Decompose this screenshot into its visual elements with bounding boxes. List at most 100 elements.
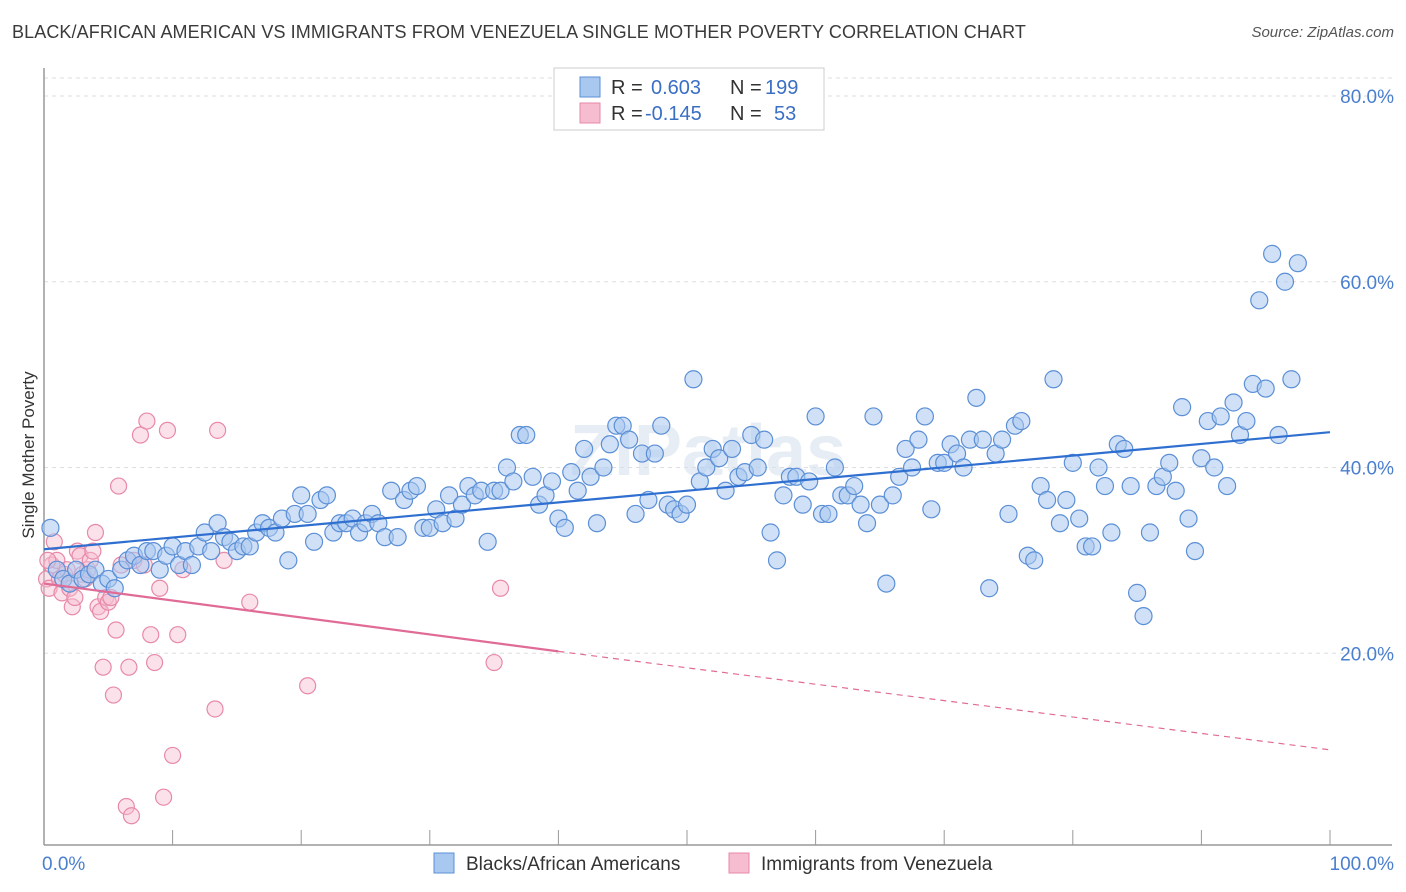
black-point: [748, 458, 767, 477]
venezuela-point: [131, 426, 150, 444]
black-point: [992, 430, 1012, 449]
black-point: [1173, 398, 1192, 417]
black-point: [195, 523, 214, 542]
black-point: [594, 458, 613, 477]
y-tick-label-40: 40.0%: [1340, 459, 1394, 480]
black-point: [304, 532, 324, 551]
black-point: [1057, 490, 1076, 510]
venezuela-point: [485, 653, 503, 672]
trend-lines: [43, 431, 1331, 751]
bottom-legend-swatch-pink: [728, 852, 750, 874]
black-point: [915, 407, 935, 426]
black-point: [1082, 537, 1102, 556]
black-point: [517, 425, 536, 445]
black-point: [41, 518, 60, 537]
black-point: [1275, 272, 1295, 291]
legend-swatch-blue: [579, 76, 601, 98]
black-point: [1095, 476, 1115, 496]
source-label: Source: ZipAtlas.com: [1251, 24, 1394, 41]
black-point: [645, 444, 664, 463]
black-point: [1050, 514, 1070, 533]
y-tick-label-80: 80.0%: [1340, 87, 1394, 108]
legend-n-label-2: N =: [730, 103, 762, 125]
black-point: [1218, 476, 1237, 496]
black-point: [710, 449, 729, 468]
black-point: [587, 514, 607, 533]
black-point: [896, 439, 915, 459]
black-point: [652, 416, 671, 435]
legend-n-value-1: 199: [765, 77, 798, 99]
venezuela-point: [206, 700, 224, 718]
venezuela-point: [138, 412, 156, 430]
black-point: [1025, 551, 1044, 570]
black-point: [620, 430, 639, 449]
venezuela-point: [84, 542, 102, 560]
black-point: [1115, 439, 1134, 459]
black-point: [542, 472, 562, 491]
black-point: [851, 495, 870, 514]
black-point: [973, 430, 992, 449]
black-point: [793, 495, 812, 514]
venezuela-point: [299, 677, 317, 695]
black-point: [407, 476, 427, 496]
black-point: [1012, 411, 1031, 431]
black-point: [1134, 606, 1153, 626]
black-point: [1256, 379, 1275, 398]
black-point: [774, 486, 793, 505]
x-tick-label-max: 100.0%: [1330, 854, 1395, 875]
x-tick-label-min: 0.0%: [42, 854, 85, 875]
black-point: [562, 463, 581, 482]
venezuela-point: [142, 626, 160, 644]
black-point: [825, 458, 844, 477]
black-point: [1185, 541, 1205, 561]
black-point: [1282, 370, 1301, 389]
black-point: [999, 504, 1018, 524]
venezuela-point: [154, 788, 173, 806]
y-tick-labels: 20.0% 40.0% 60.0% 80.0%: [1340, 87, 1394, 665]
black-point: [870, 495, 890, 514]
legend-r-label-2: R =: [611, 103, 643, 125]
stats-legend: R = 0.603 N = 199 R = -0.145 N = 53: [553, 67, 825, 131]
x-tick-marks: [172, 830, 1331, 845]
venezuela-trend-extension: [558, 650, 1331, 751]
legend-n-label-1: N =: [730, 77, 762, 99]
black-point: [568, 481, 587, 500]
venezuela-point: [215, 551, 233, 569]
series-legend: Blacks/African Americans Immigrants from…: [433, 852, 993, 875]
venezuela-points: [37, 412, 510, 825]
black-point: [1263, 244, 1282, 263]
venezuela-point: [209, 421, 227, 439]
y-tick-label-20: 20.0%: [1340, 644, 1394, 665]
black-point: [1224, 393, 1243, 412]
black-point: [883, 486, 902, 505]
venezuela-point: [109, 477, 128, 495]
black-point: [767, 551, 787, 570]
y-axis-label: Single Mother Poverty: [19, 371, 38, 539]
black-point: [1037, 490, 1057, 510]
black-point: [439, 486, 459, 505]
legend-r-label-1: R =: [611, 77, 643, 99]
legend-r-value-1: 0.603: [651, 77, 701, 99]
black-point: [1140, 523, 1160, 542]
black-point: [581, 467, 600, 486]
black-point: [800, 472, 819, 491]
black-point: [317, 486, 337, 505]
legend-n-value-2: 53: [774, 103, 796, 125]
venezuela-point: [169, 626, 187, 644]
black-trend-line: [43, 431, 1331, 551]
black-point: [819, 504, 838, 524]
black-point: [292, 486, 311, 505]
black-point: [1121, 476, 1140, 496]
black-point: [382, 481, 401, 500]
black-point: [1127, 583, 1147, 602]
black-point: [902, 458, 922, 477]
black-point: [1192, 449, 1211, 468]
black-point: [1179, 509, 1198, 528]
black-point: [954, 458, 973, 477]
black-point: [600, 435, 619, 454]
black-point: [1102, 523, 1121, 542]
black-point: [980, 579, 999, 598]
black-point: [1070, 509, 1089, 528]
black-point: [491, 481, 510, 500]
